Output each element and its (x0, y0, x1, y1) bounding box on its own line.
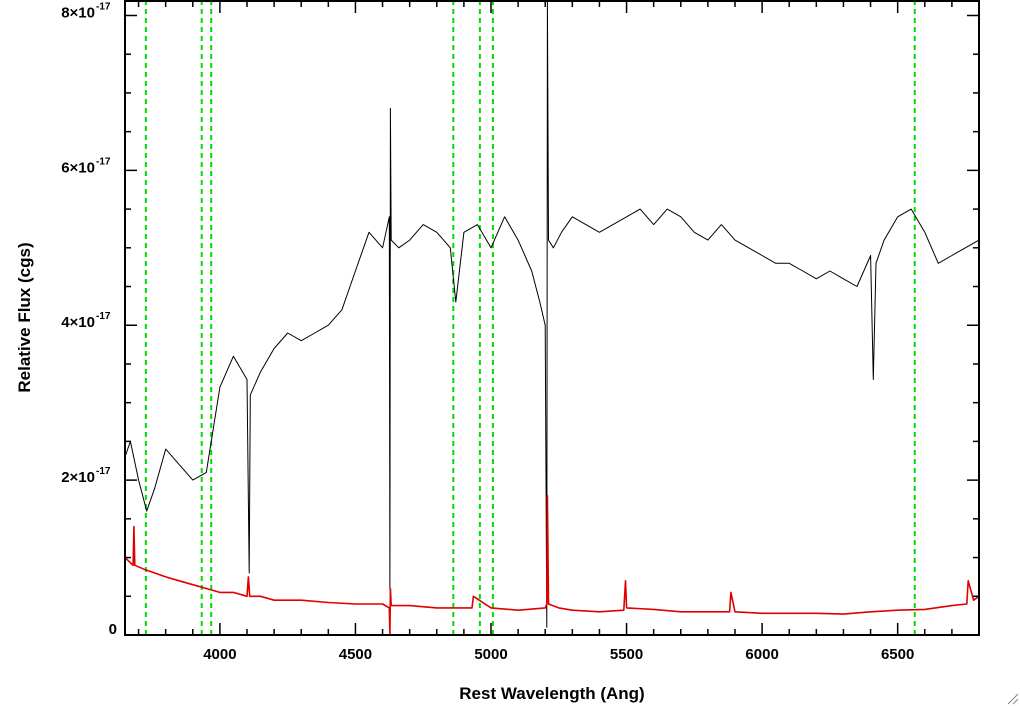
y-tick-label-1: 2×10 (61, 469, 95, 486)
y-axis-label: Relative Flux (cgs) (15, 242, 34, 392)
y-tick-exponent-2: -17 (96, 311, 111, 322)
y-tick-exponent-1: -17 (96, 466, 111, 477)
x-tick-label-1: 4500 (339, 646, 372, 663)
tick-labels: 4000 4500 5000 5500 6000 65000-172×10-174×10-… (61, 1, 914, 663)
y-tick-label-4: 8×10 (61, 4, 95, 21)
y-tick-label-3: 6×10 (61, 159, 95, 176)
y-tick-exponent-4: -17 (96, 1, 111, 12)
axis-ticks (125, 1, 980, 636)
y-tick-label-2: 4×10 (61, 314, 95, 331)
x-tick-label-3: 5500 (610, 646, 643, 663)
x-tick-label-2: 5000 (474, 646, 507, 663)
y-tick-label-0: 0 (109, 621, 117, 638)
x-tick-label-5: 6500 (881, 646, 914, 663)
window-resize-grip-icon[interactable] (1007, 693, 1019, 705)
plot-frame (124, 0, 980, 636)
y-tick-exponent-3: -17 (96, 156, 111, 167)
error-series-line (124, 494, 980, 636)
x-axis-label: Rest Wavelength (Ang) (459, 684, 644, 703)
series-layer (124, 0, 980, 636)
reference-lines (144, 0, 916, 635)
x-tick-label-0: 4000 (203, 646, 236, 663)
spectrum-series-line (124, 0, 980, 628)
x-tick-label-4: 6000 (745, 646, 778, 663)
